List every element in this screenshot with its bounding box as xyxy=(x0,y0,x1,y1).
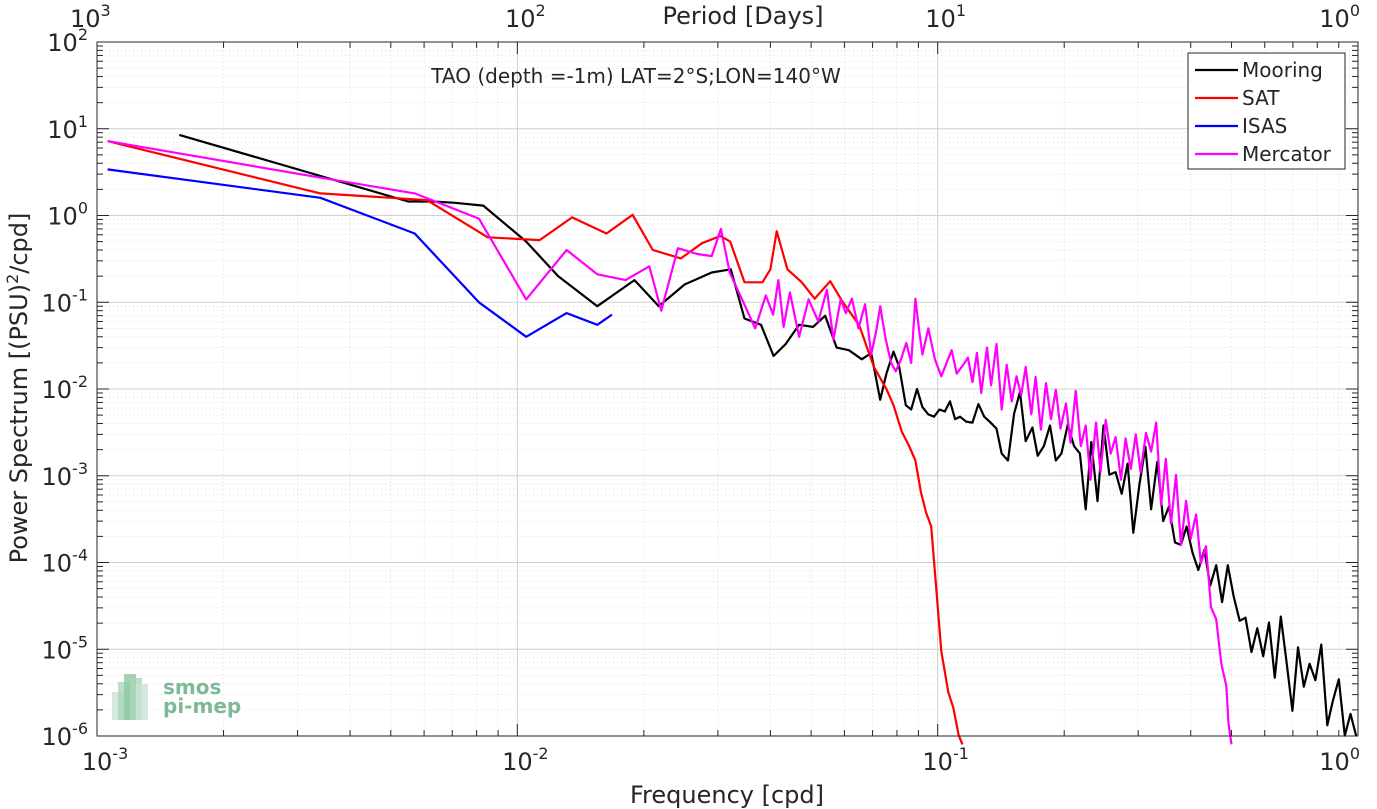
top-tick-label: 101 xyxy=(925,1,966,33)
y-tick-label: 10-6 xyxy=(42,719,89,751)
y-tick-label: 10-2 xyxy=(42,372,89,404)
y-tick-label: 10-1 xyxy=(42,285,89,317)
y-tick-labels: 10-6 10-5 10-4 10-3 10-2 10-1 100 101 102 xyxy=(42,25,89,751)
series-line-isas xyxy=(107,168,613,338)
legend-label-isas: ISAS xyxy=(1242,114,1287,138)
series-line-mooring xyxy=(178,133,1358,737)
tick-marks xyxy=(96,41,1359,737)
logo-text-smos: smos xyxy=(163,675,221,699)
logo-text-pi-mep: pi-mep xyxy=(163,694,241,718)
x-axis-label: Frequency [cpd] xyxy=(630,781,824,809)
series-line-sat xyxy=(107,140,964,745)
top-tick-label: 103 xyxy=(70,1,111,33)
y-tick-label: 101 xyxy=(47,112,88,144)
chart-title: TAO (depth =-1m) LAT=2°S;LON=140°W xyxy=(430,64,841,88)
x-tick-label: 10-2 xyxy=(502,744,549,776)
top-axis-label: Period [Days] xyxy=(662,2,823,30)
top-tick-label: 100 xyxy=(1319,1,1360,33)
y-tick-label: 102 xyxy=(47,25,88,57)
smos-pi-mep-logo: smos pi-mep xyxy=(112,674,241,720)
x-tick-label: 10-1 xyxy=(922,744,969,776)
legend: Mooring SAT ISAS Mercator xyxy=(1187,52,1346,170)
x-tick-label: 100 xyxy=(1319,744,1360,776)
y-axis-label: Power Spectrum [(PSU)2/cpd] xyxy=(3,213,33,564)
top-tick-labels: 103 102 101 100 xyxy=(70,1,1360,33)
top-tick-label: 102 xyxy=(505,1,546,33)
series-layer xyxy=(107,133,1358,745)
major-grid xyxy=(96,41,1359,737)
x-tick-label: 10-3 xyxy=(82,744,129,776)
legend-label-sat: SAT xyxy=(1242,86,1280,110)
x-tick-labels: 10-3 10-2 10-1 100 xyxy=(82,744,1360,776)
y-tick-label: 10-4 xyxy=(42,546,89,578)
legend-box xyxy=(1187,52,1346,170)
y-tick-label: 10-3 xyxy=(42,459,89,491)
y-tick-label: 10-5 xyxy=(42,632,89,664)
series-line-mercator xyxy=(107,140,1233,745)
y-tick-label: 100 xyxy=(47,199,88,231)
legend-label-mooring: Mooring xyxy=(1242,58,1323,82)
legend-label-mercator: Mercator xyxy=(1242,142,1332,166)
